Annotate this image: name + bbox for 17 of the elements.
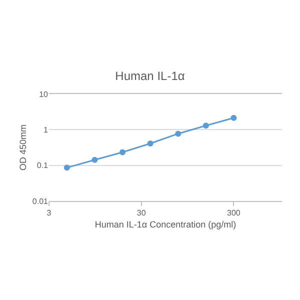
point (147, 140, 154, 146)
point (64, 164, 70, 171)
x-tick-label: 3 (46, 208, 52, 218)
y-tick-label: 0.01 (32, 196, 49, 206)
point (92, 156, 98, 163)
y-tick-label: 10 (39, 90, 49, 99)
point (202, 122, 209, 129)
point (230, 114, 237, 121)
x-axis-title: Human IL-1α Concentration (pg/ml) (94, 219, 236, 230)
point (120, 149, 126, 156)
chart-title: Human IL-1α (115, 69, 185, 84)
y-tick-label: 0.1 (36, 161, 49, 170)
x-tick-label: 30 (136, 208, 146, 218)
y-tick-label: 1 (44, 125, 49, 134)
y-axis-title: OD 450mm (18, 124, 28, 171)
point (175, 130, 182, 137)
x-tick-label: 300 (227, 208, 241, 218)
